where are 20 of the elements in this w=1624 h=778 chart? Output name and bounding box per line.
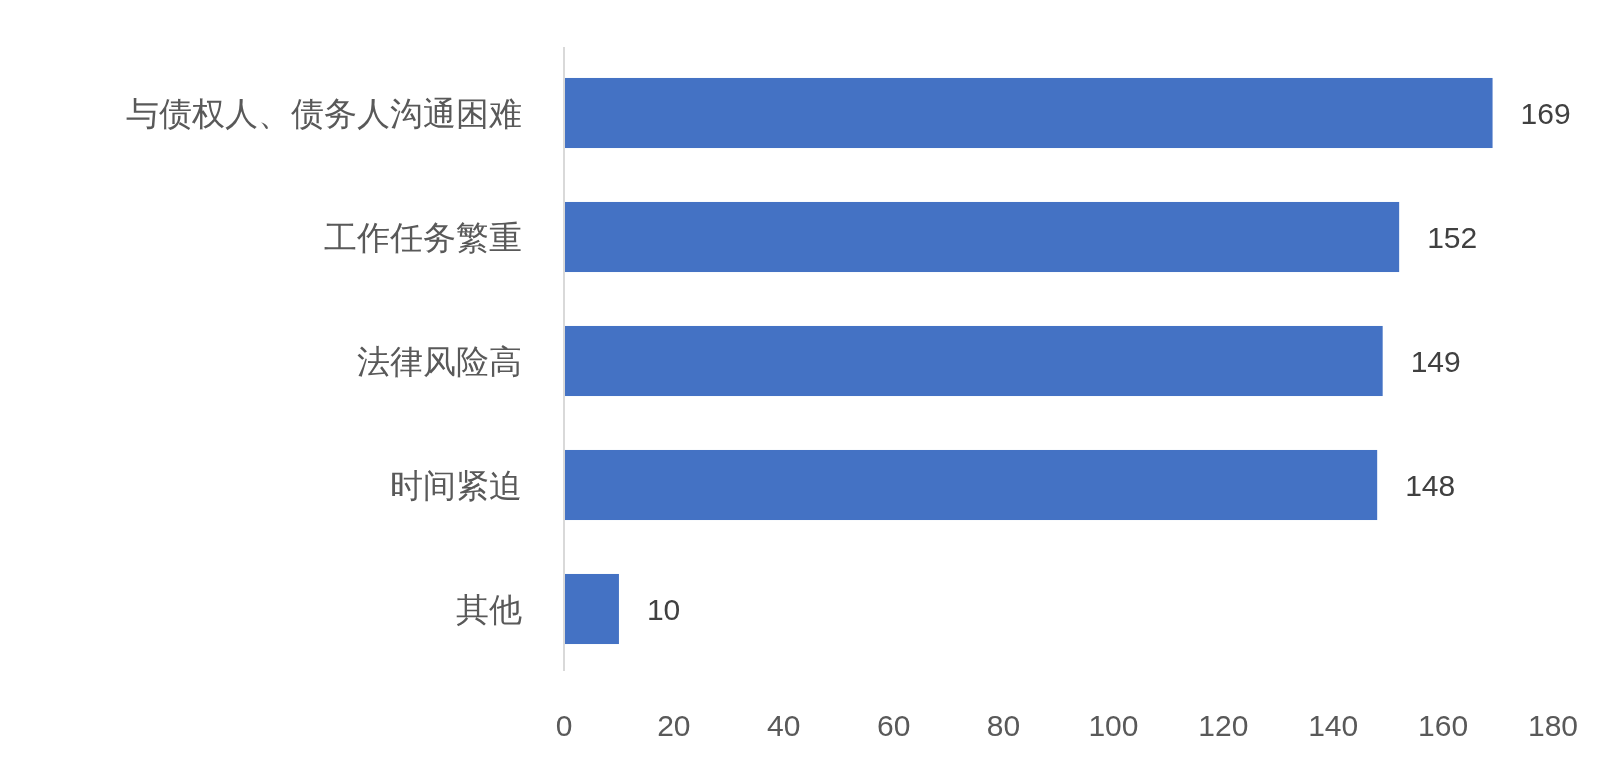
data-label: 152	[1427, 221, 1478, 254]
y-tick-label: 时间紧迫	[390, 468, 522, 504]
x-tick-label: 80	[986, 709, 1021, 742]
x-tick-label: 100	[1088, 709, 1139, 742]
data-label: 169	[1520, 97, 1571, 130]
y-tick-label: 工作任务繁重	[324, 220, 522, 256]
x-tick-label: 120	[1198, 709, 1249, 742]
x-tick-label: 0	[555, 709, 573, 742]
x-tick-label: 180	[1527, 709, 1579, 742]
x-tick-label: 160	[1418, 709, 1469, 742]
y-tick-label: 其他	[456, 592, 522, 628]
data-label: 10	[646, 593, 681, 626]
data-label: 149	[1410, 345, 1461, 378]
data-label: 148	[1405, 469, 1456, 502]
y-tick-label: 与债权人、债务人沟通困难	[126, 96, 522, 132]
y-tick-label: 法律风险高	[357, 344, 522, 380]
x-tick-label: 40	[767, 709, 801, 742]
x-tick-label: 140	[1308, 709, 1359, 742]
x-tick-label: 60	[876, 709, 911, 742]
x-tick-label: 20	[657, 709, 691, 742]
